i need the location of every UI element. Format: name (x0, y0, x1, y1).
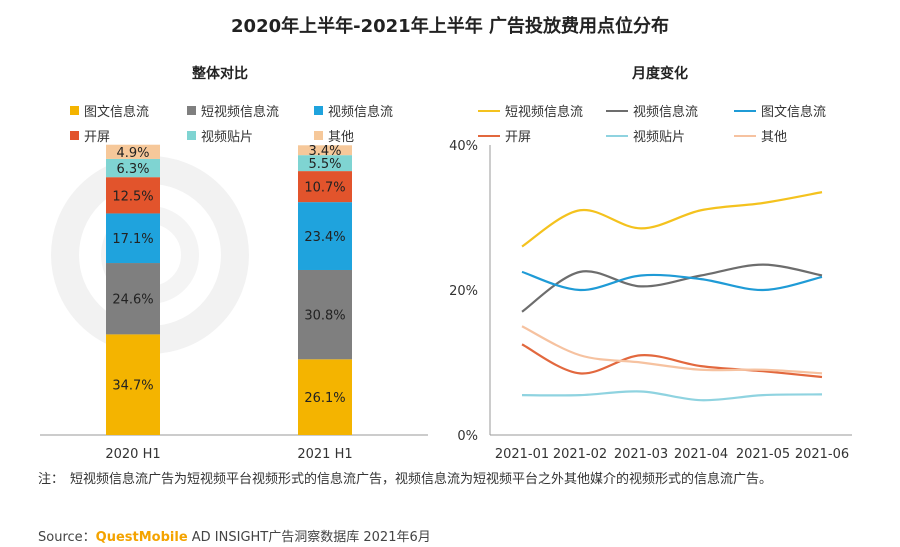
bar-legend-swatch (187, 131, 196, 140)
line-series (521, 191, 823, 248)
source-brand: QuestMobile (95, 530, 188, 545)
bar-segment (106, 334, 160, 435)
bar-data-label: 23.4% (304, 230, 345, 245)
bar-legend-label: 图文信息流 (84, 105, 150, 120)
line-legend-swatch (478, 109, 500, 112)
bar-data-label: 24.6% (112, 293, 153, 308)
line-series (521, 390, 823, 402)
line-x-tick-label: 2021-06 (795, 447, 849, 462)
line-legend-swatch (606, 134, 628, 137)
line-legend-label: 开屏 (505, 130, 532, 145)
bar-legend-label: 其他 (328, 130, 355, 145)
bar-data-label: 34.7% (112, 379, 153, 394)
bar-legend-label: 视频信息流 (328, 105, 394, 120)
bar-legend-item: 开屏 (70, 126, 110, 145)
line-legend-item: 开屏 (478, 126, 531, 145)
line-y-tick-label: 20% (449, 284, 478, 299)
right-panel-title: 月度变化 (632, 66, 688, 82)
bar-data-label: 17.1% (112, 232, 153, 247)
bar-legend-item: 图文信息流 (70, 101, 149, 120)
bar-segment (106, 158, 160, 178)
line-legend-label: 视频贴片 (633, 130, 686, 145)
bar-data-label: 3.4% (308, 144, 341, 159)
bar-segment (106, 144, 160, 159)
bar-segment (298, 171, 352, 203)
line-x-tick-label: 2021-01 (495, 447, 549, 462)
bar-x-tick-label: 2020 H1 (105, 447, 160, 462)
page-title: 2020年上半年-2021年上半年 广告投放费用点位分布 (231, 16, 669, 37)
line-legend-swatch (478, 134, 500, 137)
bar-legend-item: 视频信息流 (314, 101, 393, 120)
bar-legend-swatch (187, 106, 196, 115)
line-legend-item: 视频贴片 (606, 126, 685, 145)
line-legend-swatch (606, 109, 628, 112)
bar-legend-label: 开屏 (84, 130, 111, 145)
bar-data-label: 26.1% (304, 391, 345, 406)
bar-segment (298, 202, 352, 270)
bar-segment (106, 177, 160, 214)
line-y-tick-label: 40% (449, 139, 478, 154)
line-x-tick-label: 2021-04 (674, 447, 728, 462)
footnote: 注： 短视频信息流广告为短视频平台视频形式的信息流广告，视频信息流为短视频平台之外… (38, 470, 868, 489)
line-legend-item: 图文信息流 (734, 101, 826, 120)
bar-legend-item: 短视频信息流 (187, 101, 279, 120)
bar-legend-swatch (314, 131, 323, 140)
line-legend-swatch (734, 109, 756, 112)
bar-legend-item: 其他 (314, 126, 354, 145)
bar-legend-label: 视频贴片 (201, 130, 254, 145)
line-x-tick-label: 2021-02 (553, 447, 607, 462)
line-series (521, 263, 823, 313)
source-rest: AD INSIGHT广告洞察数据库 2021年6月 (187, 530, 431, 545)
bar-data-label: 10.7% (304, 181, 345, 196)
source-line: Source：QuestMobile AD INSIGHT广告洞察数据库 202… (38, 526, 431, 545)
line-legend-item: 视频信息流 (606, 101, 698, 120)
line-series (521, 270, 823, 292)
line-legend-label: 视频信息流 (633, 105, 699, 120)
footnote-label: 注： (38, 472, 65, 487)
line-legend-item: 短视频信息流 (478, 101, 583, 120)
bar-data-label: 6.3% (116, 162, 149, 177)
line-series (521, 343, 823, 379)
source-prefix: Source： (38, 530, 96, 545)
line-x-tick-label: 2021-05 (736, 447, 790, 462)
line-y-tick-label: 0% (457, 429, 478, 444)
bar-legend-swatch (314, 106, 323, 115)
bar-legend-item: 视频贴片 (187, 126, 253, 145)
bar-segment (298, 145, 352, 156)
line-legend-label: 短视频信息流 (505, 105, 584, 120)
line-x-tick-label: 2021-03 (614, 447, 668, 462)
bar-legend-swatch (70, 106, 79, 115)
line-legend-label: 图文信息流 (761, 105, 827, 120)
bar-segment (106, 213, 160, 264)
bar-data-label: 30.8% (304, 309, 345, 324)
bar-segment (298, 359, 352, 435)
bar-segment (298, 155, 352, 172)
bar-data-label: 4.9% (116, 146, 149, 161)
bar-segment (298, 269, 352, 360)
bar-data-label: 12.5% (112, 189, 153, 204)
bar-data-label: 5.5% (308, 157, 341, 172)
bar-legend-swatch (70, 131, 79, 140)
footnote-text: 短视频信息流广告为短视频平台视频形式的信息流广告，视频信息流为短视频平台之外其他… (70, 472, 773, 487)
bar-segment (106, 263, 160, 335)
line-legend-swatch (734, 134, 756, 137)
left-panel-title: 整体对比 (192, 66, 248, 82)
bar-x-tick-label: 2021 H1 (297, 447, 352, 462)
line-legend-label: 其他 (761, 130, 788, 145)
line-legend-item: 其他 (734, 126, 787, 145)
bar-legend-label: 短视频信息流 (201, 105, 280, 120)
line-series (521, 325, 823, 375)
